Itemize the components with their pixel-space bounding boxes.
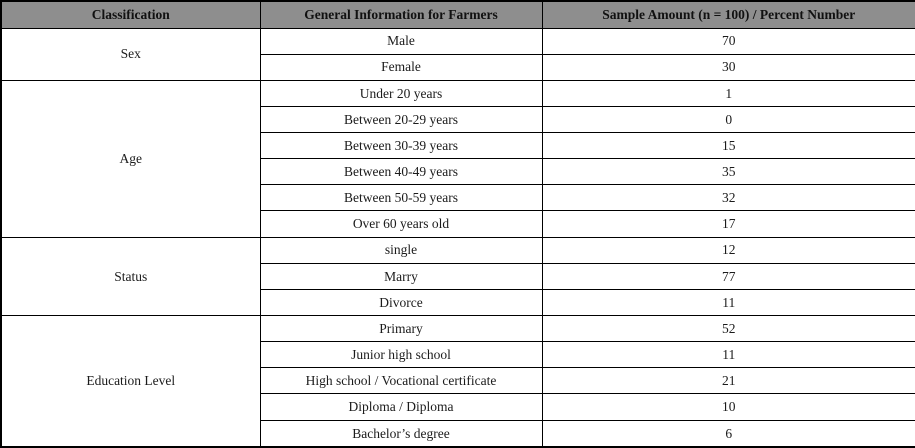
table-row: Status single 12 — [0, 236, 915, 317]
category-label-cell: Divorce — [259, 288, 543, 317]
table-row: Junior high school 11 — [1, 341, 915, 369]
table-row: Between 20-29 years 0 — [1, 105, 915, 134]
value-cell: 6 — [541, 419, 915, 448]
category-label-cell: single — [259, 236, 543, 264]
header-sample-amount: Sample Amount (n = 100) / Percent Number — [541, 0, 915, 29]
table-row: Age Under 20 years 1 — [0, 79, 915, 238]
table-row: Sex Male 70 — [0, 27, 915, 81]
classification-cell: Age — [0, 79, 261, 238]
category-label-cell: Junior high school — [259, 341, 543, 369]
classification-cell: Education Level — [0, 315, 261, 448]
category-label-cell: Marry — [259, 262, 543, 290]
value-cell: 15 — [541, 132, 915, 160]
category-label-cell: Over 60 years old — [259, 210, 543, 238]
table-row: Between 50-59 years 32 — [1, 184, 915, 212]
category-label-cell: Male — [259, 27, 543, 55]
category-label-cell: Female — [259, 53, 543, 81]
header-classification: Classification — [0, 0, 261, 29]
category-label-cell: Under 20 years — [259, 79, 543, 107]
value-cell: 10 — [541, 393, 915, 421]
table-row: Between 40-49 years 35 — [1, 158, 915, 186]
category-label-cell: Diploma / Diploma — [259, 393, 543, 421]
category-label-cell: Bachelor’s degree — [259, 419, 543, 448]
table-row: Over 60 years old 17 — [1, 210, 915, 238]
category-label-cell: Between 20-29 years — [259, 105, 543, 134]
value-cell: 11 — [541, 288, 915, 317]
value-cell: 35 — [541, 158, 915, 186]
table-row: Female 30 — [1, 53, 915, 81]
table-row: Marry 77 — [1, 262, 915, 290]
value-cell: 77 — [541, 262, 915, 290]
value-cell: 0 — [541, 105, 915, 134]
table-row: High school / Vocational certificate 21 — [1, 367, 915, 395]
table-row: Diploma / Diploma 10 — [1, 393, 915, 421]
category-label-cell: Between 40-49 years — [259, 158, 543, 186]
table-row: Divorce 11 — [1, 288, 915, 317]
classification-cell: Sex — [0, 27, 261, 81]
table-row: Education Level Primary 52 — [0, 315, 915, 448]
value-cell: 70 — [541, 27, 915, 55]
header-row: Classification General Information for F… — [0, 0, 915, 29]
value-cell: 12 — [541, 236, 915, 264]
value-cell: 11 — [541, 341, 915, 369]
table-row: Between 30-39 years 15 — [1, 132, 915, 160]
header-general-information: General Information for Farmers — [259, 0, 543, 29]
value-cell: 17 — [541, 210, 915, 238]
value-cell: 30 — [541, 53, 915, 81]
value-cell: 32 — [541, 184, 915, 212]
category-label-cell: High school / Vocational certificate — [259, 367, 543, 395]
value-cell: 52 — [541, 315, 915, 343]
value-cell: 21 — [541, 367, 915, 395]
table-row: Bachelor’s degree 6 — [1, 419, 915, 448]
classification-cell: Status — [0, 236, 261, 317]
category-label-cell: Between 30-39 years — [259, 132, 543, 160]
category-label-cell: Between 50-59 years — [259, 184, 543, 212]
value-cell: 1 — [541, 79, 915, 107]
category-label-cell: Primary — [259, 315, 543, 343]
